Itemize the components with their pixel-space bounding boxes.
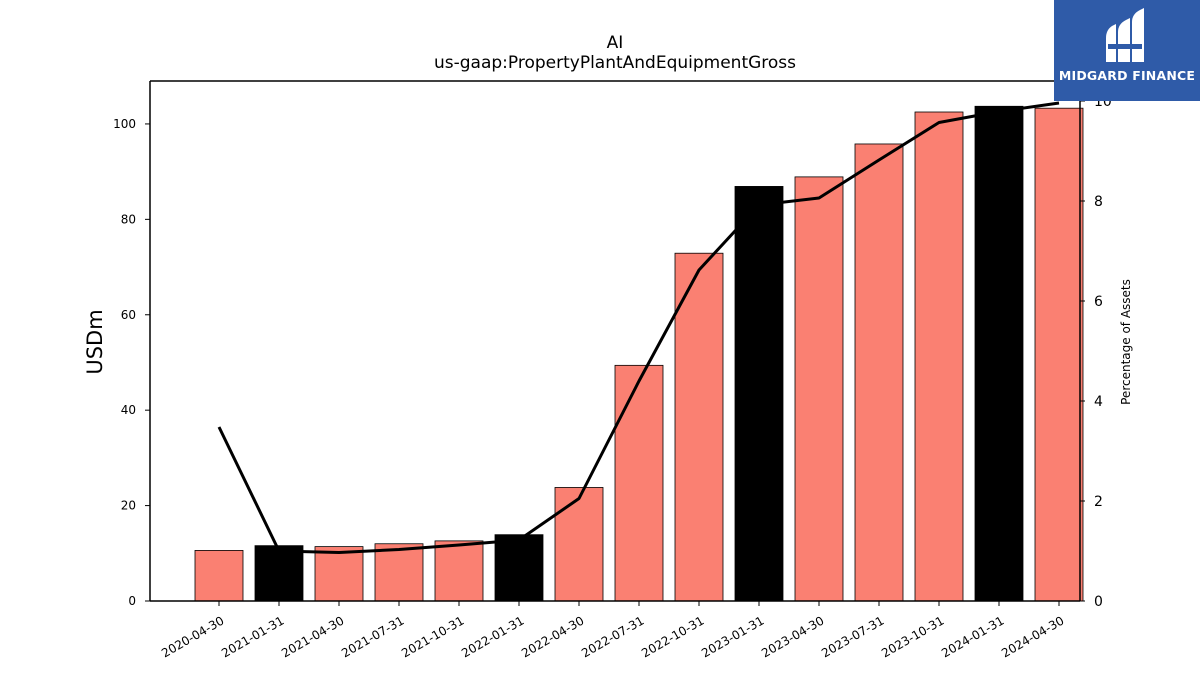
bar (1034, 107, 1084, 602)
x-tick-label: 2022-10-31 (639, 613, 706, 660)
bar (674, 252, 724, 602)
x-tick-label: 2022-04-30 (519, 613, 586, 660)
y-axis-label-left: USDm (83, 309, 107, 374)
bar (494, 534, 544, 602)
bar (254, 545, 304, 602)
y-tick-label-right: 4 (1094, 394, 1103, 410)
y-tick-label-left: 100 (113, 117, 136, 131)
x-tick-label: 2021-04-30 (279, 613, 346, 660)
bar (434, 540, 484, 602)
y-tick-label-right: 0 (1094, 594, 1103, 610)
logo-mark-icon (1106, 8, 1144, 62)
logo-text: MIDGARD FINANCE (1058, 68, 1196, 83)
line-series (217, 101, 1060, 554)
chart-subtitle: us-gaap:PropertyPlantAndEquipmentGross (434, 53, 796, 73)
y-tick-label-left: 0 (128, 594, 136, 608)
x-tick-label: 2022-07-31 (579, 613, 646, 660)
bar (794, 176, 844, 602)
bar (854, 143, 904, 602)
y-tick-label-left: 60 (121, 308, 136, 322)
x-tick-label: 2024-01-31 (939, 613, 1006, 660)
bar (734, 186, 784, 602)
bar (614, 364, 664, 602)
y-tick-label-left: 40 (121, 403, 136, 417)
bar (914, 111, 964, 602)
chart-title: AI (607, 33, 624, 53)
bar (314, 546, 364, 602)
x-tick-label: 2023-07-31 (819, 613, 886, 660)
bar (374, 543, 424, 602)
x-tick-label: 2021-10-31 (399, 613, 466, 660)
y-tick-label-right: 8 (1094, 194, 1103, 210)
x-tick-label: 2021-01-31 (219, 613, 286, 660)
y-tick-label-left: 80 (121, 212, 136, 226)
x-tick-label: 2023-01-31 (699, 613, 766, 660)
bar-series (194, 105, 1084, 602)
y-tick-label-left: 20 (121, 499, 136, 513)
brand-logo: MIDGARD FINANCE (1054, 0, 1200, 101)
bar (974, 105, 1024, 602)
x-tick-label: 2021-07-31 (339, 613, 406, 660)
y-tick-label-right: 6 (1094, 294, 1103, 310)
x-tick-label: 2020-04-30 (159, 613, 226, 660)
bar (194, 550, 244, 602)
y-tick-label-right: 2 (1094, 494, 1103, 510)
y-axis-label-right: Percentage of Assets (1119, 279, 1133, 405)
x-tick-label: 2022-01-31 (459, 613, 526, 660)
x-tick-label: 2023-10-31 (879, 613, 946, 660)
x-tick-label: 2023-04-30 (759, 613, 826, 660)
bar (554, 487, 604, 602)
x-tick-label: 2024-04-30 (999, 613, 1066, 660)
